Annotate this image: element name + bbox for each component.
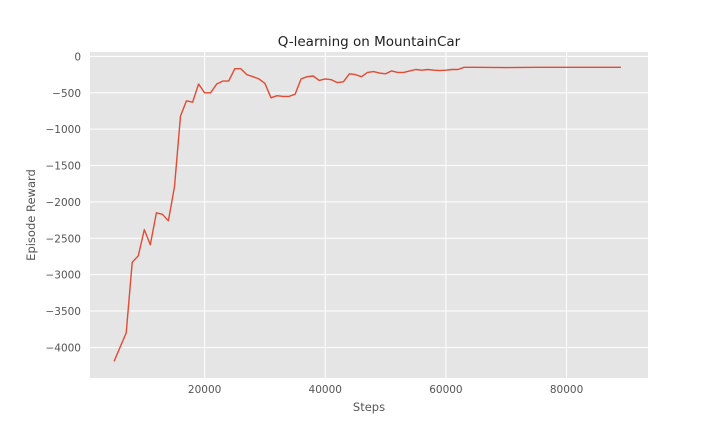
- x-tick-label: 20000: [188, 384, 221, 396]
- y-tick-label: −2000: [45, 197, 81, 209]
- series-line: [113, 66, 621, 362]
- y-tick-label: −1000: [45, 124, 81, 136]
- y-tick-label: −1500: [45, 161, 81, 173]
- x-tick-label: 80000: [550, 384, 583, 396]
- y-tick-label: −2500: [45, 233, 81, 245]
- y-tick-label: −4000: [45, 342, 81, 354]
- y-tick-label: −3000: [45, 270, 81, 282]
- tick-layer: 20000 40000 60000 80000 0 −500 −1000 −1500 −2000…: [45, 51, 583, 396]
- x-tick-label: 40000: [309, 384, 342, 396]
- x-axis-label: Steps: [353, 400, 385, 414]
- y-tick-label: 0: [74, 51, 81, 63]
- grid-layer: [90, 52, 648, 378]
- y-tick-label: −500: [52, 88, 81, 100]
- y-axis-label: Episode Reward: [24, 169, 38, 261]
- plot-area: [90, 52, 648, 378]
- series-layer: [113, 66, 621, 362]
- x-tick-label: 60000: [429, 384, 462, 396]
- y-tick-label: −3500: [45, 306, 81, 318]
- chart-title: Q-learning on MountainCar: [278, 34, 461, 50]
